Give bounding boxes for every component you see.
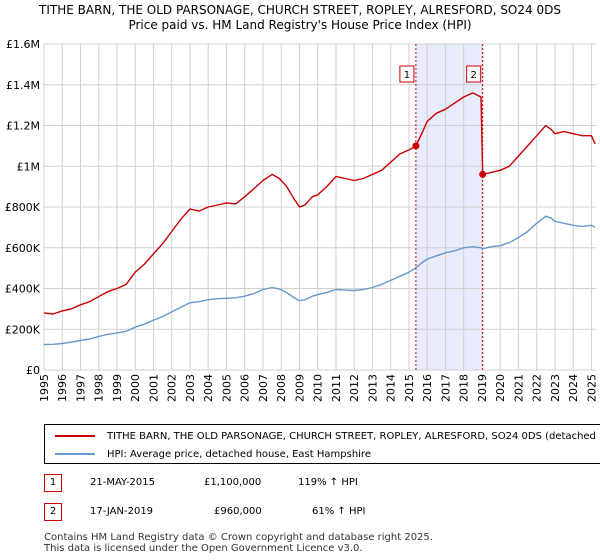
x-tick-label-8: 2003 xyxy=(184,374,197,402)
legend-item-hpi: HPI: Average price, detached house, East… xyxy=(55,446,371,462)
x-tick-label-12: 2007 xyxy=(257,374,270,402)
x-tick-label-21: 2016 xyxy=(421,374,434,402)
footer-line-1: Contains HM Land Registry data © Crown c… xyxy=(44,532,433,543)
sale-hpi-1: 119% ↑ HPI xyxy=(298,477,358,488)
x-tick-label-25: 2020 xyxy=(494,374,507,402)
price-chart: £0 £200K £400K £600K £800K £1M £1.2M £1.4M £1.6M… xyxy=(5,38,599,402)
x-tick-label-27: 2022 xyxy=(531,374,544,402)
x-tick-label-15: 2010 xyxy=(312,374,325,402)
x-tick-label-30: 2025 xyxy=(585,374,598,402)
footer: Contains HM Land Registry data © Crown c… xyxy=(44,532,433,554)
sale-marker-label-1: 1 xyxy=(404,70,410,81)
x-tick-label-26: 2021 xyxy=(512,374,525,402)
x-tick-label-13: 2008 xyxy=(275,374,288,402)
y-tick-label-7: £1.4M xyxy=(6,79,40,92)
x-tick-label-14: 2009 xyxy=(293,374,306,402)
footer-line-2: This data is licensed under the Open Gov… xyxy=(44,543,363,554)
y-tick-label-2: £400K xyxy=(5,283,41,296)
sale-hpi-2: 61% ↑ HPI xyxy=(312,506,366,517)
y-tick-label-8: £1.6M xyxy=(6,38,40,51)
y-tick-label-3: £600K xyxy=(5,242,41,255)
x-tick-label-9: 2004 xyxy=(202,374,215,402)
sale-marker-label-2: 2 xyxy=(470,70,476,81)
y-tick-label-5: £1M xyxy=(17,160,41,173)
x-tick-label-23: 2018 xyxy=(458,374,471,402)
sale-marker-box-2 xyxy=(466,65,482,83)
x-tick-label-16: 2011 xyxy=(330,374,343,402)
x-tick-label-5: 2000 xyxy=(129,374,142,402)
x-tick-label-18: 2013 xyxy=(366,374,379,402)
sale-point-1 xyxy=(412,142,420,150)
x-tick-label-6: 2001 xyxy=(147,374,160,402)
x-tick-label-7: 2002 xyxy=(166,374,179,402)
y-tick-label-0: £0 xyxy=(26,364,40,377)
y-tick-label-6: £1.2M xyxy=(6,120,40,133)
hpi-line xyxy=(43,215,596,346)
sale-badge-2: 2 xyxy=(44,503,62,521)
x-tick-label-3: 1998 xyxy=(93,374,106,402)
x-tick-label-22: 2017 xyxy=(439,374,452,402)
legend: TITHE BARN, THE OLD PARSONAGE, CHURCH ST… xyxy=(44,424,600,464)
price-paid-line xyxy=(43,92,596,315)
x-tick-label-11: 2006 xyxy=(239,374,252,402)
x-tick-label-0: 1995 xyxy=(38,374,51,402)
x-tick-label-28: 2023 xyxy=(549,374,562,402)
sale-marker-box-1 xyxy=(399,65,415,83)
y-tick-label-4: £800K xyxy=(5,201,41,214)
x-tick-label-4: 1999 xyxy=(111,374,124,402)
x-tick-label-20: 2015 xyxy=(403,374,416,402)
x-tick-label-17: 2012 xyxy=(348,374,361,402)
legend-swatch-hpi xyxy=(55,453,95,455)
sale-date-1: 21-MAY-2015 xyxy=(90,477,156,488)
legend-swatch-price xyxy=(55,435,95,437)
legend-label-hpi: HPI: Average price, detached house, East… xyxy=(107,448,371,460)
x-tick-label-29: 2024 xyxy=(567,374,580,402)
sale-price-1: £1,100,000 xyxy=(204,477,262,488)
x-tick-label-24: 2019 xyxy=(476,374,489,402)
x-tick-label-1: 1996 xyxy=(56,374,69,402)
chart-subtitle: Price paid vs. HM Land Registry's House … xyxy=(128,18,472,32)
sale-point-2 xyxy=(479,170,487,178)
chart-title: TITHE BARN, THE OLD PARSONAGE, CHURCH ST… xyxy=(39,3,561,17)
x-tick-label-19: 2014 xyxy=(385,374,398,402)
y-tick-label-1: £200K xyxy=(5,323,41,336)
legend-item-price: TITHE BARN, THE OLD PARSONAGE, CHURCH ST… xyxy=(55,428,600,444)
x-tick-label-10: 2005 xyxy=(220,374,233,402)
sale-date-2: 17-JAN-2019 xyxy=(90,506,154,517)
sale-price-2: £960,000 xyxy=(214,506,262,517)
legend-label-price: TITHE BARN, THE OLD PARSONAGE, CHURCH ST… xyxy=(107,430,600,442)
x-tick-label-2: 1997 xyxy=(74,374,87,402)
sale-badge-1: 1 xyxy=(44,474,62,492)
